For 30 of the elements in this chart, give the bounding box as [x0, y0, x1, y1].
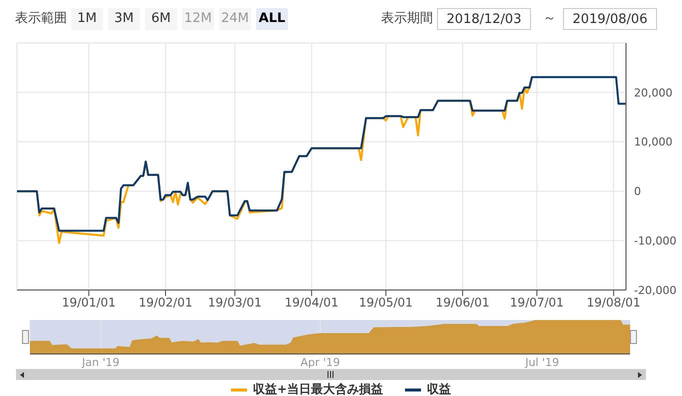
legend-label: 収益+当日最大含み損益: [252, 381, 384, 396]
text: 3M: [108, 8, 140, 30]
text: ～: [543, 10, 556, 28]
line-series: [17, 76, 626, 232]
text: 12M: [182, 8, 214, 30]
x-tick-label: 19/04/01: [284, 296, 339, 310]
x-tick-label: 19/08/01: [586, 296, 641, 310]
y-tick-label: 20,000: [634, 86, 672, 100]
y-tick-label: 0: [634, 185, 641, 198]
text: 表示期間: [381, 10, 433, 28]
text: 2018/12/03: [437, 8, 531, 30]
text: 24M: [219, 8, 251, 30]
x-tick-label: 19/02/01: [138, 296, 192, 310]
text: 1M: [71, 8, 103, 30]
text: 2019/08/06: [563, 8, 657, 30]
y-tick-label: 10,000: [634, 136, 672, 149]
x-tick-label: Apr '19: [300, 356, 340, 369]
y-tick-label: -10,000: [634, 234, 676, 248]
y-tick-label: -20,000: [634, 284, 676, 297]
legend-label: 収益: [427, 381, 452, 396]
text: ALL: [256, 8, 288, 30]
x-tick-label: Jan '19: [80, 356, 120, 369]
x-tick-label: 19/05/01: [358, 296, 413, 310]
x-tick-label: 19/06/01: [436, 296, 490, 310]
text: 表示範囲: [15, 10, 67, 28]
x-tick-label: 19/07/01: [510, 296, 564, 310]
x-tick-label: Jul '19: [524, 356, 560, 369]
x-tick-label: 19/01/01: [62, 296, 116, 310]
text: 6M: [145, 8, 177, 30]
x-tick-label: 19/03/01: [208, 296, 262, 310]
